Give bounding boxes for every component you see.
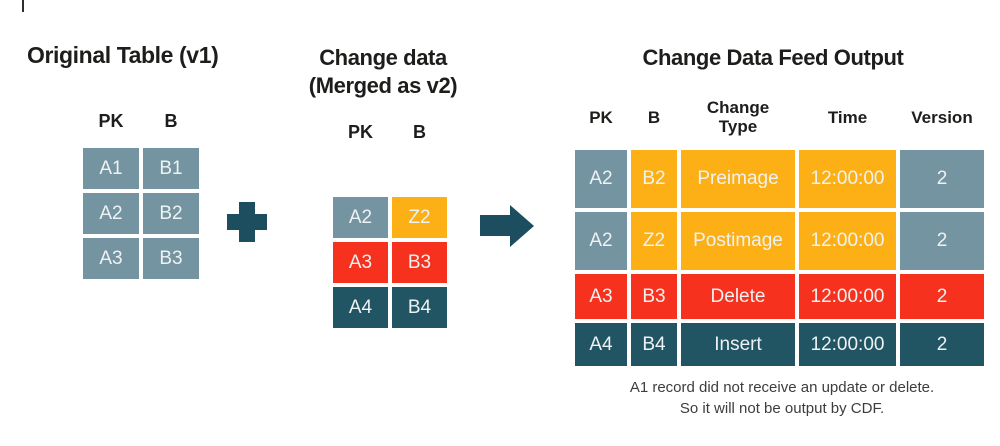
table-cell: Insert bbox=[681, 323, 795, 366]
table-cell: B3 bbox=[631, 274, 677, 319]
column-header-pk: PK bbox=[347, 121, 373, 142]
change-data-headers: PK B bbox=[333, 119, 447, 145]
column-header-change-type: Change Type bbox=[706, 98, 770, 136]
arrow-head bbox=[510, 205, 534, 247]
table-cell: 2 bbox=[900, 212, 984, 270]
change-data-title-line2: (Merged as v2) bbox=[308, 73, 458, 98]
change-data-title-line1: Change data bbox=[319, 45, 447, 70]
original-table-headers: PK B bbox=[83, 108, 199, 134]
column-header-b: B bbox=[164, 110, 178, 131]
table-cell: 12:00:00 bbox=[799, 212, 896, 270]
column-header-pk: PK bbox=[589, 107, 613, 127]
table-cell: B3 bbox=[392, 242, 447, 283]
footnote-line1: A1 record did not receive an update or d… bbox=[629, 379, 935, 396]
table-cell: 2 bbox=[900, 150, 984, 208]
table-cell: Z2 bbox=[392, 197, 447, 238]
table-cell: B3 bbox=[143, 238, 199, 279]
stray-mark bbox=[22, 0, 24, 12]
table-cell: Delete bbox=[681, 274, 795, 319]
table-cell: 2 bbox=[900, 323, 984, 366]
arrow-right-icon bbox=[480, 205, 534, 248]
column-header-b: B bbox=[413, 121, 426, 142]
plus-icon bbox=[227, 202, 267, 242]
cdf-output-table: A2 B2 Preimage 12:00:00 2 A2 Z2 Postimage 12:00:… bbox=[575, 150, 984, 366]
table-cell: A4 bbox=[575, 323, 627, 366]
table-cell: A2 bbox=[575, 150, 627, 208]
table-cell: A3 bbox=[333, 242, 388, 283]
column-header-pk: PK bbox=[98, 110, 124, 131]
table-cell: 12:00:00 bbox=[799, 150, 896, 208]
original-table-grid: A1 B1 A2 B2 A3 B3 bbox=[83, 148, 199, 279]
change-data-grid: A2 Z2 A3 B3 A4 B4 bbox=[333, 197, 447, 328]
cdf-output-headers: PK B Change Type Time Version bbox=[575, 94, 984, 140]
table-cell: A2 bbox=[333, 197, 388, 238]
table-cell: Preimage bbox=[681, 150, 795, 208]
table-cell: B2 bbox=[143, 193, 199, 234]
column-header-b: B bbox=[647, 107, 661, 127]
table-cell: A2 bbox=[83, 193, 139, 234]
table-cell: Z2 bbox=[631, 212, 677, 270]
column-header-time: Time bbox=[827, 107, 868, 127]
table-cell: A2 bbox=[575, 212, 627, 270]
cdf-output-title: Change Data Feed Output bbox=[642, 45, 904, 70]
column-header-version: Version bbox=[911, 107, 973, 127]
arrow-shaft bbox=[480, 215, 511, 236]
table-cell: B4 bbox=[392, 287, 447, 328]
table-cell: Postimage bbox=[681, 212, 795, 270]
table-cell: B1 bbox=[143, 148, 199, 189]
original-table-title: Original Table (v1) bbox=[27, 42, 219, 68]
footnote-line2: So it will not be output by CDF. bbox=[679, 400, 885, 417]
footnote: A1 record did not receive an update or d… bbox=[582, 377, 982, 419]
table-cell: B2 bbox=[631, 150, 677, 208]
table-cell: 12:00:00 bbox=[799, 323, 896, 366]
table-cell: B4 bbox=[631, 323, 677, 366]
table-cell: A3 bbox=[83, 238, 139, 279]
table-cell: 12:00:00 bbox=[799, 274, 896, 319]
table-cell: A1 bbox=[83, 148, 139, 189]
change-data-title: Change data (Merged as v2) bbox=[268, 44, 498, 100]
table-cell: A3 bbox=[575, 274, 627, 319]
table-cell: 2 bbox=[900, 274, 984, 319]
table-cell: A4 bbox=[333, 287, 388, 328]
